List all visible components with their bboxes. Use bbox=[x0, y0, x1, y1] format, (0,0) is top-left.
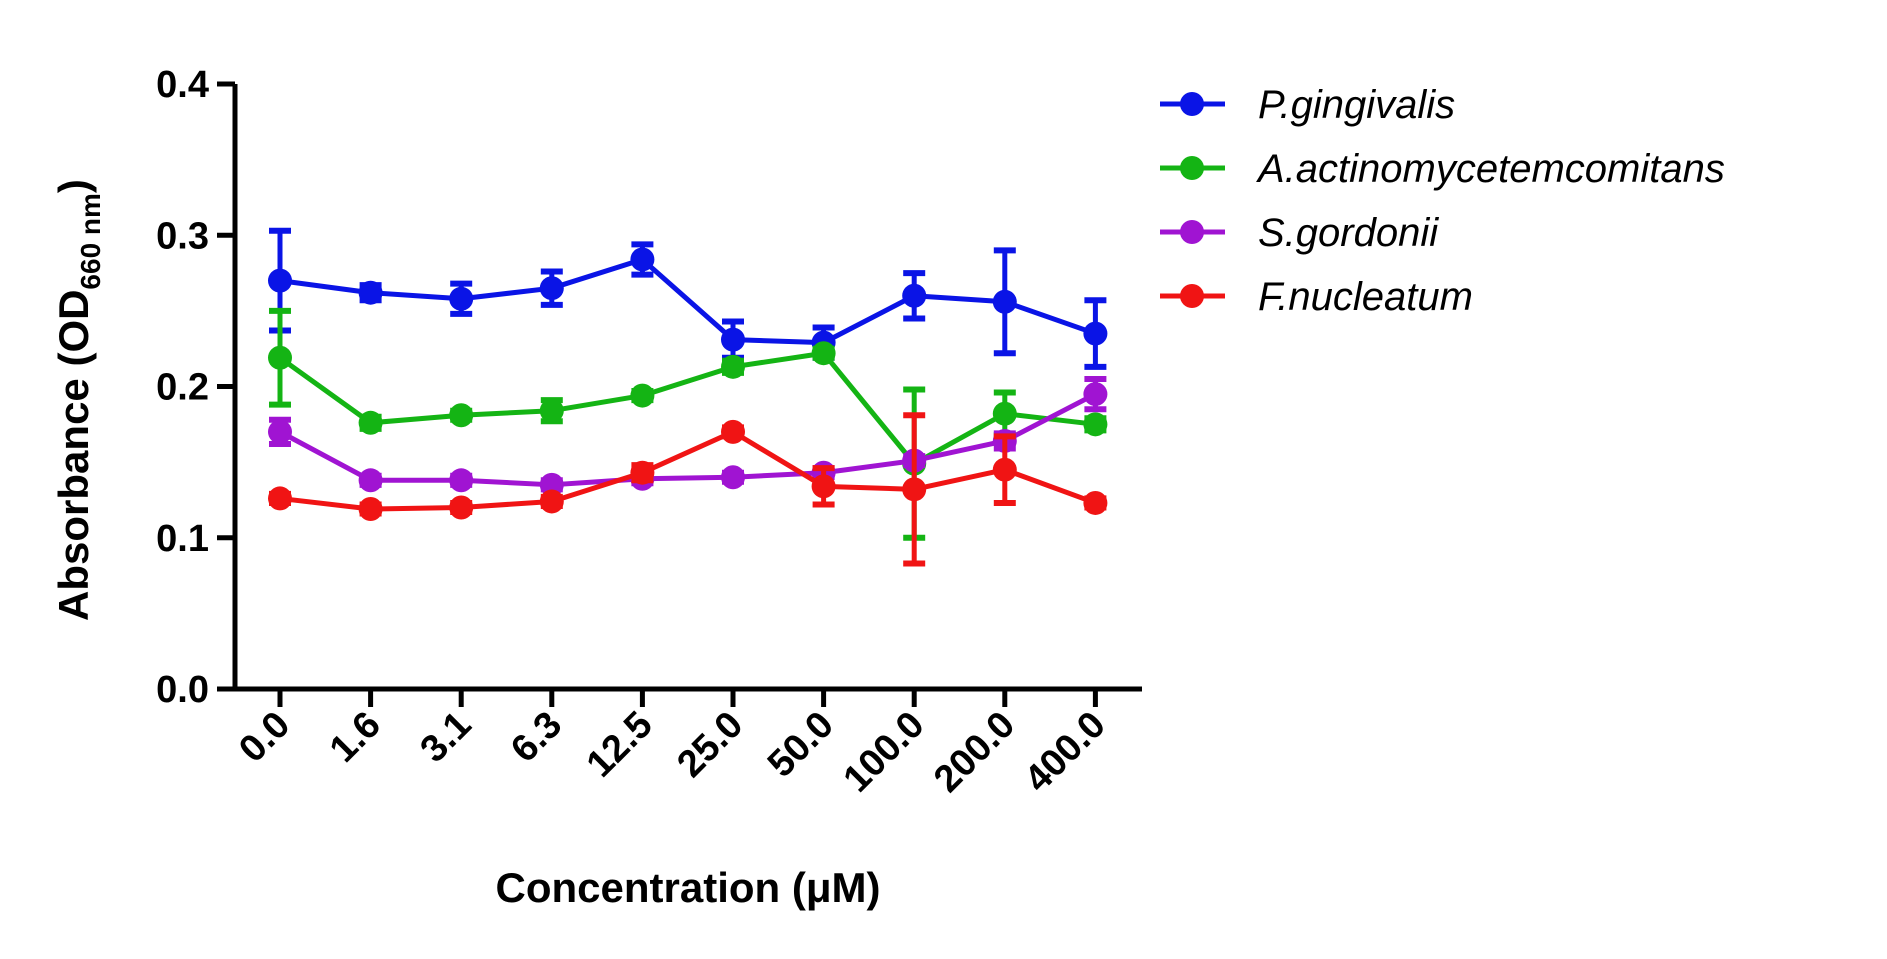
data-point bbox=[630, 247, 655, 272]
x-axis-title: Concentration (μM) bbox=[496, 864, 881, 911]
data-point bbox=[358, 280, 383, 305]
data-point bbox=[902, 477, 927, 502]
data-point bbox=[268, 419, 292, 444]
data-point bbox=[1083, 321, 1108, 346]
data-point bbox=[902, 283, 927, 308]
legend-item: F.nucleatum bbox=[1160, 275, 1473, 319]
series-a-actinomycetemcomitans bbox=[268, 307, 1108, 541]
legend-label: F.nucleatum bbox=[1258, 275, 1473, 319]
x-tick-label: 0.0 bbox=[231, 704, 298, 771]
series-layer bbox=[268, 227, 1108, 567]
data-point bbox=[358, 468, 383, 493]
y-tick-label: 0.1 bbox=[156, 518, 209, 560]
data-point bbox=[449, 286, 474, 311]
data-point bbox=[539, 489, 564, 514]
y-tick-label: 0.0 bbox=[156, 669, 209, 711]
x-tick-label: 50.0 bbox=[760, 704, 842, 786]
data-point bbox=[721, 354, 745, 379]
data-point bbox=[358, 410, 383, 435]
legend-label: P.gingivalis bbox=[1258, 83, 1455, 127]
y-tick-label: 0.2 bbox=[156, 367, 209, 409]
y-axis-title: Absorbance (OD660 nm) bbox=[50, 179, 106, 621]
data-point bbox=[449, 495, 474, 520]
series-line bbox=[278, 350, 1096, 467]
data-point bbox=[992, 289, 1017, 314]
y-axis-title-subscript: 660 nm bbox=[75, 193, 106, 290]
legend-marker bbox=[1180, 220, 1204, 244]
data-point bbox=[721, 465, 745, 490]
data-point bbox=[811, 341, 836, 366]
x-tick-label: 100.0 bbox=[836, 704, 933, 801]
y-tick-layer: 0.0 0.1 0.2 0.3 0.4 bbox=[156, 64, 235, 711]
legend-item: S.gordonii bbox=[1160, 211, 1439, 255]
legend-item: A.actinomycetemcomitans bbox=[1160, 147, 1725, 191]
data-point bbox=[992, 401, 1017, 426]
data-point bbox=[1083, 490, 1108, 515]
data-point bbox=[811, 474, 836, 499]
series-line bbox=[279, 429, 1097, 512]
data-point bbox=[268, 268, 292, 293]
x-tick-label: 25.0 bbox=[669, 704, 751, 786]
x-tick-label: 200.0 bbox=[926, 704, 1023, 801]
x-tick-label: 400.0 bbox=[1017, 704, 1114, 801]
data-point bbox=[630, 383, 655, 408]
legend-label: S.gordonii bbox=[1258, 211, 1439, 255]
data-point bbox=[992, 457, 1017, 482]
series-p-gingivalis bbox=[268, 227, 1108, 370]
y-tick-label: 0.3 bbox=[156, 215, 209, 257]
data-point bbox=[358, 497, 383, 522]
series-s-gordonii bbox=[268, 375, 1108, 497]
series-f-nucleatum bbox=[268, 412, 1108, 567]
data-point bbox=[539, 472, 564, 497]
x-tick-label: 12.5 bbox=[579, 704, 661, 786]
y-axis-title-close: ) bbox=[50, 179, 97, 193]
axes-layer bbox=[232, 84, 1142, 692]
legend-item: P.gingivalis bbox=[1160, 83, 1455, 127]
data-point bbox=[630, 460, 655, 485]
data-point bbox=[268, 345, 292, 370]
x-tick-label: 1.6 bbox=[322, 704, 389, 771]
legend-marker bbox=[1180, 92, 1204, 116]
legend-marker bbox=[1180, 156, 1204, 180]
data-point bbox=[1083, 412, 1108, 437]
series-line bbox=[278, 391, 1097, 488]
legend: P.gingivalis A.actinomycetemcomitans S.gor… bbox=[1160, 83, 1725, 319]
legend-marker bbox=[1180, 284, 1204, 308]
x-tick-label: 6.3 bbox=[503, 704, 570, 771]
data-point bbox=[1083, 382, 1108, 407]
x-tick-label: 3.1 bbox=[413, 704, 480, 771]
series-line bbox=[279, 256, 1097, 346]
data-point bbox=[268, 486, 292, 511]
y-tick-label: 0.4 bbox=[156, 64, 209, 106]
data-point bbox=[721, 419, 745, 444]
data-point bbox=[721, 327, 745, 352]
y-axis-title-main: Absorbance (OD bbox=[50, 290, 97, 621]
data-point bbox=[539, 276, 564, 301]
legend-label: A.actinomycetemcomitans bbox=[1256, 147, 1725, 191]
data-point bbox=[539, 398, 564, 423]
data-point bbox=[449, 468, 474, 493]
data-point bbox=[449, 403, 474, 428]
